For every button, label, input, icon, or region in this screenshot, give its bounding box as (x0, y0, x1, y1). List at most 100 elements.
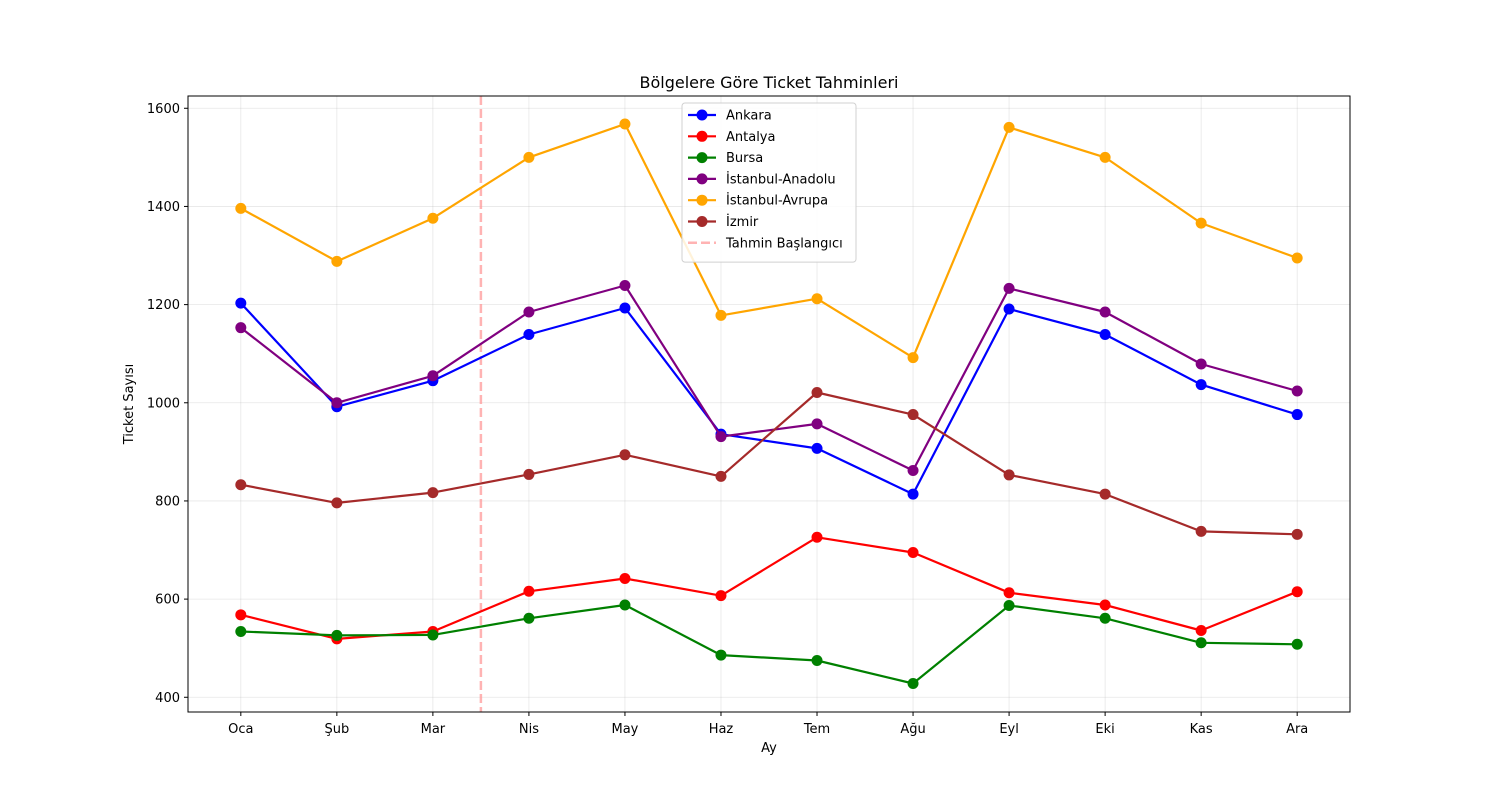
data-point (619, 599, 631, 611)
data-point (1195, 525, 1207, 537)
legend-marker (696, 130, 708, 142)
legend-label: İzmir (726, 214, 759, 230)
legend-label: Tahmin Başlangıcı (725, 236, 843, 251)
x-tick-label: Mar (421, 722, 446, 737)
series-İstanbul-Avrupa (235, 118, 1303, 364)
legend-label: İstanbul-Anadolu (726, 171, 836, 187)
series-İzmir (235, 386, 1303, 540)
data-point (523, 585, 535, 597)
series-line (240, 536, 1298, 641)
legend: Ankara Antalya Bursa İstanbul-Anadolu İstanb… (681, 102, 857, 263)
y-tick-label: 1200 (147, 298, 180, 313)
series-Ankara (235, 297, 1303, 500)
y-axis-label: Ticket Sayısı (122, 364, 137, 446)
data-point (235, 479, 247, 491)
x-tick-label: Eki (1095, 722, 1114, 737)
legend-item: İzmir (688, 214, 759, 230)
legend-marker (696, 194, 708, 206)
data-point (1195, 217, 1207, 229)
x-tick-label: Nis (519, 722, 539, 737)
y-tick-label: 400 (155, 691, 180, 706)
grid (188, 96, 1350, 712)
data-point (331, 497, 343, 509)
series-line (240, 122, 1298, 359)
data-point (811, 654, 823, 666)
data-point (1099, 151, 1111, 163)
x-axis-label: Ay (761, 741, 777, 756)
legend-item: Bursa (688, 151, 763, 166)
data-point (715, 309, 727, 321)
data-point (235, 609, 247, 621)
data-point (523, 306, 535, 318)
y-axis-ticks: 400 600 800 1000 1200 1400 1600 (147, 102, 188, 706)
x-tick-label: Kas (1190, 722, 1213, 737)
data-point (619, 118, 631, 130)
data-point (523, 468, 535, 480)
series-Bursa (235, 599, 1303, 690)
x-tick-label: Şub (324, 722, 349, 737)
data-point (235, 626, 247, 638)
legend-label: İstanbul-Avrupa (726, 193, 828, 209)
data-point (907, 352, 919, 364)
legend-box (681, 102, 857, 263)
data-point (235, 322, 247, 334)
data-point (1003, 469, 1015, 481)
legend-item: İstanbul-Avrupa (688, 193, 828, 209)
data-point (1099, 612, 1111, 624)
data-point (907, 488, 919, 500)
data-point (1003, 303, 1015, 315)
data-point (1003, 282, 1015, 294)
y-tick-label: 1600 (147, 102, 180, 117)
data-point (811, 293, 823, 305)
data-point (1291, 638, 1303, 650)
data-point (1195, 358, 1207, 370)
x-axis-ticks: Oca Şub Mar Nis May Haz Tem Ağu Eyl Eki Kas Ara (228, 712, 1308, 737)
legend-marker (696, 173, 708, 185)
legend-marker (696, 109, 708, 121)
data-point (811, 386, 823, 398)
y-tick-label: 600 (155, 593, 180, 608)
data-point (619, 449, 631, 461)
data-point (1291, 528, 1303, 540)
data-point (907, 409, 919, 421)
x-tick-label: Ara (1286, 722, 1308, 737)
data-point (331, 629, 343, 641)
data-point (619, 302, 631, 314)
data-point (427, 370, 439, 382)
legend-marker (696, 152, 708, 164)
legend-item: Tahmin Başlangıcı (688, 236, 843, 251)
data-point (1291, 385, 1303, 397)
legend-item: Ankara (688, 109, 772, 124)
legend-marker (696, 216, 708, 227)
data-point (331, 397, 343, 409)
data-point (811, 442, 823, 454)
data-point (1003, 587, 1015, 599)
legend-label: Bursa (726, 151, 763, 166)
data-point (1291, 586, 1303, 598)
y-tick-label: 1400 (147, 200, 180, 215)
data-point (331, 255, 343, 267)
data-point (1195, 637, 1207, 649)
data-point (1099, 599, 1111, 611)
x-tick-label: Ağu (900, 722, 925, 737)
y-tick-label: 1000 (147, 396, 180, 411)
data-point (235, 297, 247, 309)
x-tick-label: Oca (228, 722, 253, 737)
data-point (715, 649, 727, 661)
data-point (811, 418, 823, 430)
data-point (715, 431, 727, 443)
legend-label: Antalya (726, 130, 775, 145)
data-point (1291, 409, 1303, 421)
data-point (619, 279, 631, 291)
legend-item: Antalya (688, 130, 775, 145)
data-point (811, 531, 823, 543)
series-line (240, 603, 1298, 685)
data-point (523, 329, 535, 341)
x-tick-label: Eyl (999, 722, 1019, 737)
data-point (235, 202, 247, 214)
series-line (240, 391, 1298, 536)
data-point (523, 151, 535, 163)
data-point (907, 465, 919, 477)
y-tick-label: 800 (155, 494, 180, 509)
chart-title: Bölgelere Göre Ticket Tahminleri (640, 73, 899, 92)
